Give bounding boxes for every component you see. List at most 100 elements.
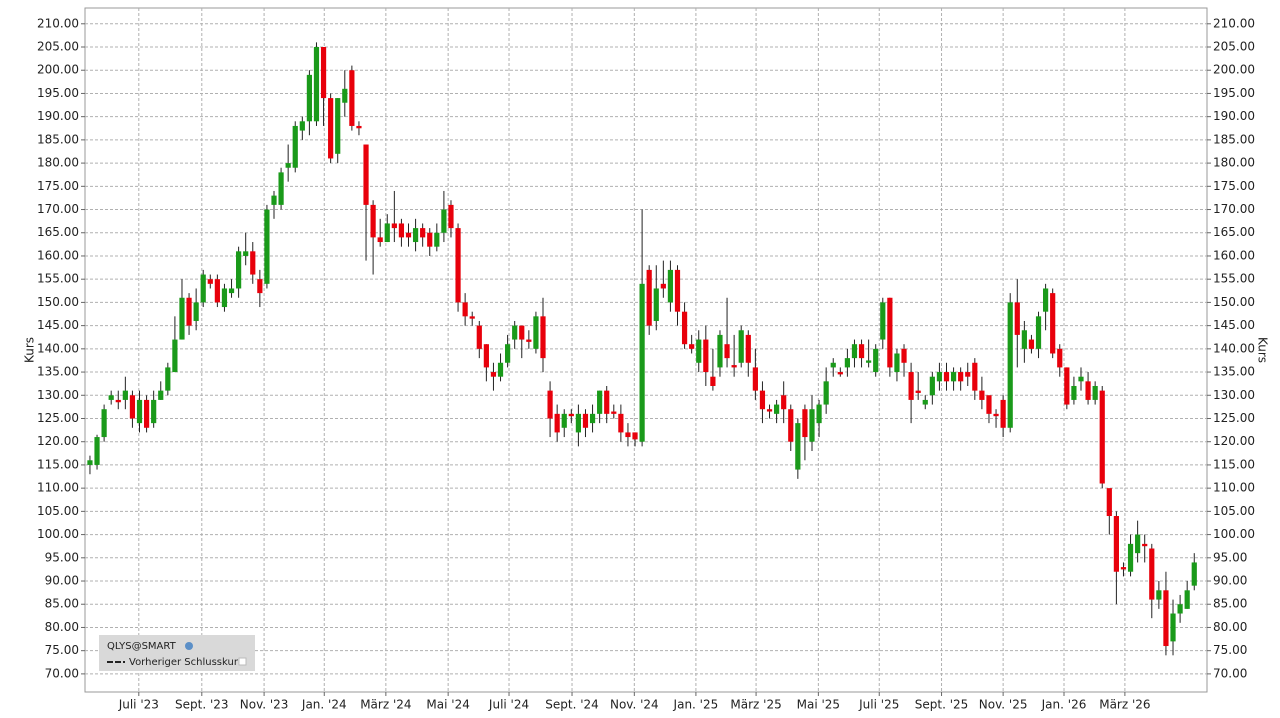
y-tick-label: 180.00 — [37, 156, 79, 170]
y-tick-label-right: 70.00 — [1213, 666, 1247, 680]
candle-body — [214, 279, 220, 303]
candle-body — [809, 409, 815, 442]
candle-body — [398, 223, 405, 238]
candle-body — [851, 344, 858, 359]
candle-body — [101, 409, 107, 438]
candle-body — [1021, 330, 1027, 349]
candle-body — [625, 432, 631, 438]
candle-body — [575, 413, 581, 433]
y-tick-label: 90.00 — [45, 574, 79, 588]
x-tick-label: Sept. '24 — [545, 698, 599, 712]
candle-body — [1007, 302, 1013, 428]
candle-body — [547, 390, 553, 419]
candle-body — [781, 395, 787, 410]
x-tick-label: Nov. '23 — [240, 698, 289, 712]
candle-body — [979, 390, 985, 400]
y-tick-label-right: 195.00 — [1213, 86, 1255, 100]
candle-body — [618, 413, 624, 433]
y-tick-label: 70.00 — [45, 666, 79, 680]
candle-body — [108, 395, 114, 400]
y-tick-label: 200.00 — [37, 63, 79, 77]
legend-box — [99, 635, 255, 671]
candle-body — [745, 334, 751, 363]
candle-body — [236, 251, 242, 289]
candle-body — [136, 399, 143, 424]
y-tick-label-right: 115.00 — [1213, 457, 1255, 471]
candle-body — [221, 288, 228, 308]
legend-checkbox[interactable] — [238, 657, 247, 666]
candle-body — [674, 269, 681, 312]
candle-body — [554, 413, 560, 433]
y-tick-label-right: 105.00 — [1213, 504, 1255, 518]
candle-body — [257, 279, 263, 294]
y-tick-label: 190.00 — [37, 109, 79, 123]
candle-body — [292, 125, 298, 168]
candle-body — [243, 251, 249, 256]
y-tick-label: 175.00 — [37, 179, 79, 193]
candle-body — [1014, 302, 1020, 335]
candle-body — [434, 232, 440, 247]
candle-body — [965, 372, 971, 377]
candle-body — [802, 409, 808, 438]
candle-body — [703, 339, 709, 373]
candle-body — [774, 404, 780, 414]
y-tick-label-right: 190.00 — [1213, 109, 1255, 123]
candle-body — [299, 121, 305, 131]
candle-body — [696, 339, 702, 363]
candle-body — [866, 360, 872, 363]
candle-body — [412, 228, 419, 243]
candle-body — [462, 302, 468, 317]
x-tick-label: Sept. '25 — [915, 698, 969, 712]
candle-body — [936, 372, 943, 382]
y-tick-label-right: 200.00 — [1213, 63, 1255, 77]
candle-body — [122, 390, 128, 400]
y-tick-label: 210.00 — [37, 16, 79, 30]
candle-body — [1120, 567, 1127, 570]
candle-body — [1106, 488, 1112, 517]
candle-body — [540, 316, 546, 359]
candle-body — [788, 409, 794, 442]
y-tick-label: 80.00 — [45, 620, 79, 634]
candle-body — [186, 297, 192, 326]
candle-body — [950, 372, 957, 382]
candle-body — [405, 232, 412, 238]
candle-body — [533, 316, 539, 349]
legend-entry: QLYS@SMART — [107, 641, 177, 652]
candle-body — [455, 228, 461, 303]
candle-body — [264, 209, 270, 284]
candle-body — [667, 269, 674, 303]
candle-body — [200, 274, 206, 303]
candle-body — [759, 390, 766, 410]
y-tick-label-right: 160.00 — [1213, 248, 1255, 262]
y-tick-label: 105.00 — [37, 504, 79, 518]
candle-body — [1035, 316, 1042, 349]
candle-body — [1078, 376, 1084, 382]
candle-body — [660, 283, 666, 289]
candle-body — [87, 460, 93, 465]
candle-body — [1057, 348, 1063, 368]
candle-body — [420, 228, 426, 238]
x-tick-label: März '25 — [730, 698, 781, 712]
candle-body — [1177, 604, 1183, 614]
candle-body — [837, 372, 843, 375]
candle-body — [1184, 590, 1190, 609]
candle-body — [1191, 562, 1197, 586]
y-tick-label-right: 145.00 — [1213, 318, 1255, 332]
y-tick-label-right: 75.00 — [1213, 643, 1247, 657]
candle-body — [313, 47, 320, 122]
candle-body — [1099, 390, 1105, 484]
x-tick-label: Jan. '24 — [301, 698, 347, 712]
candle-body — [391, 223, 397, 229]
x-tick-label: Nov. '24 — [610, 698, 659, 712]
y-tick-label: 145.00 — [37, 318, 79, 332]
grid — [81, 8, 1211, 696]
x-tick-label: Juli '23 — [118, 698, 159, 712]
candle-body — [143, 399, 150, 428]
candle-body — [207, 279, 213, 284]
candle-body — [490, 372, 497, 377]
x-tick-label: Nov. '25 — [979, 698, 1028, 712]
y-tick-label: 100.00 — [37, 527, 79, 541]
candle-body — [830, 362, 836, 368]
y-tick-label: 205.00 — [37, 40, 79, 54]
y-tick-label: 85.00 — [45, 597, 79, 611]
